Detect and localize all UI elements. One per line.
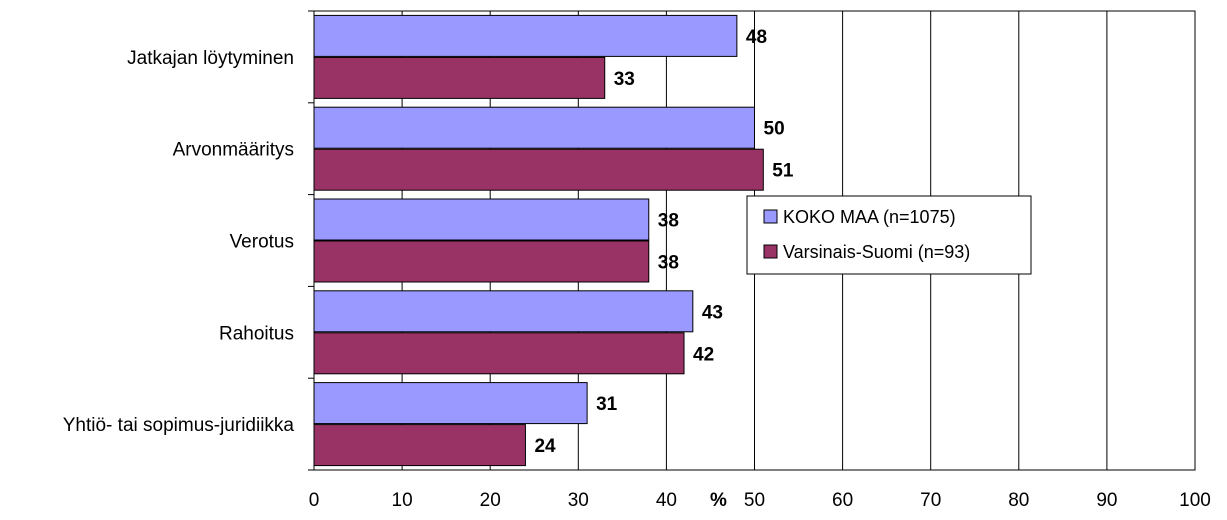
x-tick-label: 100 (1179, 490, 1211, 511)
x-tick-label: 60 (832, 490, 853, 511)
data-label: 33 (614, 69, 635, 90)
data-label: 31 (596, 394, 618, 415)
bars (313, 14, 764, 467)
bar-koko-maa (313, 14, 738, 57)
legend: KOKO MAA (n=1075) Varsinais-Suomi (n=93) (746, 195, 1032, 275)
legend-swatch (763, 209, 778, 224)
category-label: Verotus (230, 232, 294, 253)
legend-label: Varsinais-Suomi (n=93) (783, 242, 970, 262)
bar-varsinais-suomi (313, 332, 685, 375)
data-label: 42 (693, 344, 714, 365)
data-label: 51 (772, 161, 794, 182)
data-label: 38 (658, 253, 679, 274)
x-tick-label: 20 (480, 490, 501, 511)
bar-varsinais-suomi (313, 424, 526, 467)
data-labels: 48 33 50 51 38 38 43 42 31 24 (534, 27, 793, 457)
category-label: Arvonmääritys (173, 140, 294, 161)
category-labels: Jatkajan löytyminen Arvonmääritys Verotus R… (63, 48, 295, 436)
x-tick-label: 50 (744, 490, 765, 511)
data-label: 43 (702, 302, 723, 323)
category-label: Jatkajan löytyminen (127, 48, 294, 69)
bar-koko-maa (313, 382, 588, 425)
legend-swatch (763, 244, 778, 259)
legend-box (746, 195, 1032, 275)
bar-varsinais-suomi (313, 240, 650, 283)
bar-varsinais-suomi (313, 56, 606, 99)
x-tick-label: 10 (392, 490, 413, 511)
x-tick-label: 70 (920, 490, 941, 511)
bar-koko-maa (313, 106, 755, 149)
x-tick-label: 80 (1008, 490, 1029, 511)
x-tick-label: 0 (309, 490, 320, 511)
bar-varsinais-suomi (313, 148, 764, 191)
bar-koko-maa (313, 198, 650, 241)
x-axis-unit-label: % (710, 490, 727, 511)
data-label: 38 (658, 211, 679, 232)
legend-label: KOKO MAA (n=1075) (783, 207, 956, 227)
x-tick-label: 30 (568, 490, 589, 511)
data-label: 24 (534, 436, 556, 457)
category-label: Rahoitus (219, 323, 294, 344)
data-label: 48 (746, 27, 767, 48)
x-tick-label: 40 (656, 490, 677, 511)
bar-koko-maa (313, 290, 694, 333)
x-tick-labels: 0 10 20 30 40 50 60 70 80 90 100 (309, 490, 1211, 511)
data-label: 50 (764, 119, 785, 140)
x-tick-label: 90 (1096, 490, 1117, 511)
category-label: Yhtiö- tai sopimus-juridiikka (63, 415, 295, 436)
